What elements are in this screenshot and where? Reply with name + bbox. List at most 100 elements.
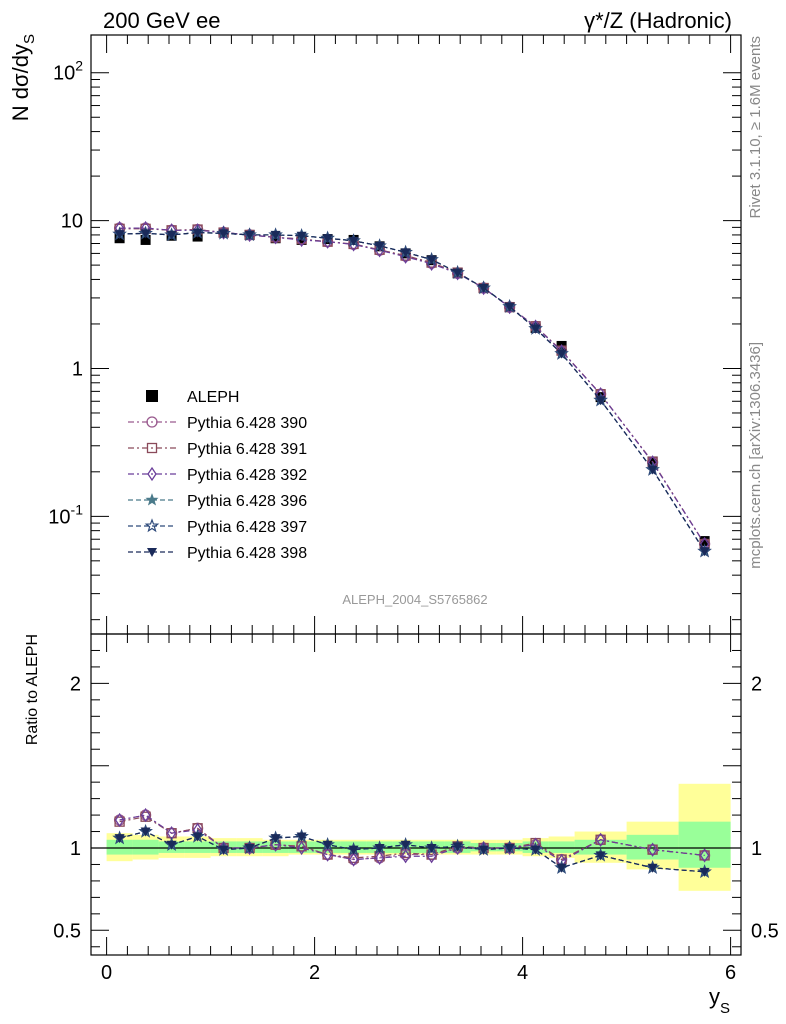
main-y-axis-label: N dσ/dyS bbox=[8, 34, 38, 121]
ratio-data-point bbox=[296, 832, 307, 842]
ratio-data-point bbox=[504, 844, 515, 853]
main-data-point bbox=[504, 302, 515, 312]
ratio-data-point bbox=[296, 840, 307, 856]
legend-entry: Pythia 6.428 396 bbox=[128, 493, 307, 510]
ratio-inner-band bbox=[262, 841, 289, 853]
legend-marker bbox=[146, 442, 158, 454]
ratio-data-point bbox=[699, 848, 710, 863]
legend-marker bbox=[144, 518, 160, 533]
header-right-title: γ*/Z (Hadronic) bbox=[584, 8, 732, 33]
main-data-point bbox=[699, 536, 710, 547]
legend-marker bbox=[147, 466, 157, 482]
legend-label: Pythia 6.428 398 bbox=[187, 545, 307, 562]
legend-marker bbox=[146, 390, 158, 402]
ratio-data-point bbox=[244, 844, 255, 853]
main-data-point bbox=[348, 236, 359, 246]
ratio-data-point bbox=[426, 844, 437, 853]
legend-marker bbox=[146, 416, 158, 428]
ratio-y-tick-label-right: 0.5 bbox=[751, 920, 779, 942]
ratio-inner-band bbox=[574, 839, 627, 855]
ratio-data-point bbox=[595, 832, 606, 847]
ratio-data-point bbox=[140, 827, 151, 837]
main-data-point bbox=[530, 324, 541, 334]
ratio-data-point bbox=[478, 845, 489, 855]
ratio-series-line bbox=[119, 814, 705, 862]
ratio-y-tick-label-right: 1 bbox=[751, 838, 762, 860]
x-tick-label: 0 bbox=[101, 962, 112, 984]
legend-label: Pythia 6.428 390 bbox=[187, 415, 307, 432]
ratio-series-line bbox=[119, 816, 705, 861]
main-y-tick-label: 1 bbox=[72, 358, 83, 380]
ratio-data-point bbox=[374, 850, 385, 866]
ratio-data-point bbox=[530, 845, 541, 855]
ratio-data-point bbox=[556, 863, 567, 873]
ratio-y-axis-label: Ratio to ALEPH bbox=[24, 634, 41, 745]
ratio-data-point bbox=[114, 812, 125, 828]
ratio-data-point bbox=[322, 847, 333, 862]
ratio-data-point bbox=[400, 840, 411, 850]
ratio-y-tick-label: 1 bbox=[70, 838, 81, 860]
ratio-series-5 bbox=[114, 827, 710, 877]
main-data-point bbox=[296, 231, 307, 241]
main-data-point bbox=[374, 241, 385, 251]
main-data-point bbox=[426, 255, 437, 265]
main-data-point bbox=[647, 465, 658, 475]
x-tick-label: 6 bbox=[725, 962, 736, 984]
ratio-y-tick-label: 2 bbox=[70, 673, 81, 695]
legend-label: Pythia 6.428 391 bbox=[187, 441, 307, 458]
main-plot-area: 1 10 102 10-1 N dσ/dyS bbox=[8, 34, 742, 635]
ratio-data-point bbox=[647, 863, 658, 873]
main-y-tick-label: 10 bbox=[61, 211, 83, 233]
ratio-data-point bbox=[374, 844, 385, 853]
legend-entry: Pythia 6.428 390 bbox=[128, 415, 307, 432]
x-tick-label: 4 bbox=[517, 962, 528, 984]
ratio-data-point bbox=[595, 851, 606, 861]
legend-entry: Pythia 6.428 392 bbox=[128, 466, 307, 484]
main-data-point bbox=[244, 230, 255, 240]
legend-label: ALEPH bbox=[187, 389, 239, 406]
main-data-point bbox=[166, 230, 177, 240]
main-data-point bbox=[595, 396, 606, 406]
ratio-series-group bbox=[112, 807, 712, 879]
main-data-point bbox=[699, 547, 710, 557]
ratio-y-tick-label: 0.5 bbox=[53, 920, 81, 942]
analysis-watermark: ALEPH_2004_S5765862 bbox=[342, 592, 487, 607]
ratio-data-point bbox=[270, 834, 281, 844]
rivet-version-label: Rivet 3.1.10, ≥ 1.6M events bbox=[747, 36, 764, 219]
legend-entry: Pythia 6.428 397 bbox=[128, 518, 307, 536]
legend-label: Pythia 6.428 397 bbox=[187, 519, 307, 536]
legend-entry: Pythia 6.428 398 bbox=[128, 545, 307, 562]
ratio-data-point bbox=[166, 840, 177, 850]
main-data-point bbox=[218, 229, 229, 239]
main-data-point bbox=[322, 234, 333, 244]
legend-marker bbox=[145, 493, 159, 506]
main-y-tick-label: 10-1 bbox=[48, 501, 83, 528]
legend-label: Pythia 6.428 392 bbox=[187, 467, 307, 484]
ratio-data-point bbox=[452, 842, 463, 852]
ratio-data-point bbox=[140, 807, 151, 823]
main-axis-ticks bbox=[91, 35, 741, 634]
ratio-data-point bbox=[192, 832, 203, 842]
ratio-data-point bbox=[400, 849, 411, 864]
main-data-point bbox=[478, 284, 489, 294]
main-data-point bbox=[270, 230, 281, 240]
ratio-data-point bbox=[322, 840, 333, 850]
main-data-point bbox=[114, 230, 125, 240]
ratio-data-point bbox=[218, 845, 229, 855]
ratio-inner-band bbox=[288, 841, 315, 853]
ratio-inner-band bbox=[548, 841, 575, 853]
main-data-point bbox=[140, 234, 151, 245]
legend-entry: Pythia 6.428 391 bbox=[128, 441, 307, 458]
header-left-title: 200 GeV ee bbox=[103, 8, 220, 33]
main-data-point bbox=[140, 229, 151, 239]
ratio-data-point bbox=[348, 852, 359, 867]
ratio-inner-band bbox=[106, 839, 133, 855]
legend-entry: ALEPH bbox=[146, 389, 239, 406]
main-series-6 bbox=[114, 228, 710, 557]
ratio-data-point bbox=[114, 834, 125, 844]
main-data-point bbox=[400, 248, 411, 258]
ratio-inner-band bbox=[184, 841, 211, 853]
x-tick-label: 2 bbox=[309, 962, 320, 984]
main-series-group bbox=[112, 220, 712, 558]
main-y-tick-label: 102 bbox=[53, 58, 83, 85]
